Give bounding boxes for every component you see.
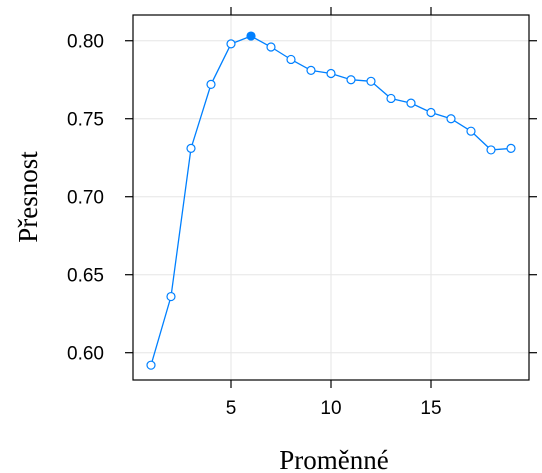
x-tick-label: 10 xyxy=(320,398,341,419)
x-tick-label: 15 xyxy=(420,398,441,419)
highlighted-data-point xyxy=(246,31,256,41)
x-tick-label: 5 xyxy=(226,398,237,419)
y-tick-label: 0.65 xyxy=(67,266,104,287)
data-point xyxy=(206,79,216,90)
data-point xyxy=(366,76,376,86)
x-axis: 5 10 15 xyxy=(226,7,442,419)
data-point xyxy=(286,54,296,65)
y-tick-label: 0.60 xyxy=(67,344,104,365)
y-tick-label: 0.70 xyxy=(67,188,104,209)
data-point xyxy=(506,143,516,153)
data-point xyxy=(386,93,396,104)
data-point xyxy=(266,42,276,52)
data-point xyxy=(166,291,176,302)
data-point xyxy=(406,98,416,108)
y-axis: 0.60 0.65 0.70 0.75 0.80 xyxy=(67,32,537,365)
data-point xyxy=(306,65,316,75)
data-point xyxy=(466,126,476,136)
data-point xyxy=(346,75,356,85)
y-tick-label: 0.75 xyxy=(67,110,104,131)
data-point xyxy=(426,107,436,118)
series-line-group xyxy=(146,31,516,370)
data-point xyxy=(486,145,496,155)
data-point xyxy=(326,68,336,79)
data-point xyxy=(226,39,236,49)
data-point xyxy=(446,114,456,124)
data-point xyxy=(186,143,196,153)
y-axis-title: Přesnost xyxy=(13,151,43,243)
data-point xyxy=(146,360,156,370)
y-tick-label: 0.80 xyxy=(67,32,104,53)
x-axis-title: Proměnné xyxy=(279,445,388,473)
